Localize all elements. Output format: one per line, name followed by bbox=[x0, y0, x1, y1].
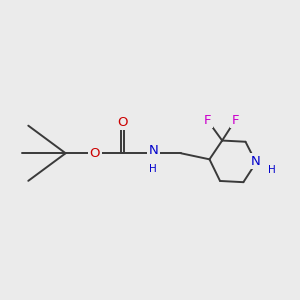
Text: O: O bbox=[90, 147, 100, 160]
Text: H: H bbox=[149, 164, 157, 174]
Text: F: F bbox=[231, 114, 239, 127]
Text: N: N bbox=[250, 155, 260, 168]
Text: O: O bbox=[117, 116, 128, 129]
Text: H: H bbox=[268, 165, 276, 175]
Text: F: F bbox=[204, 114, 211, 127]
Text: N: N bbox=[148, 145, 158, 158]
